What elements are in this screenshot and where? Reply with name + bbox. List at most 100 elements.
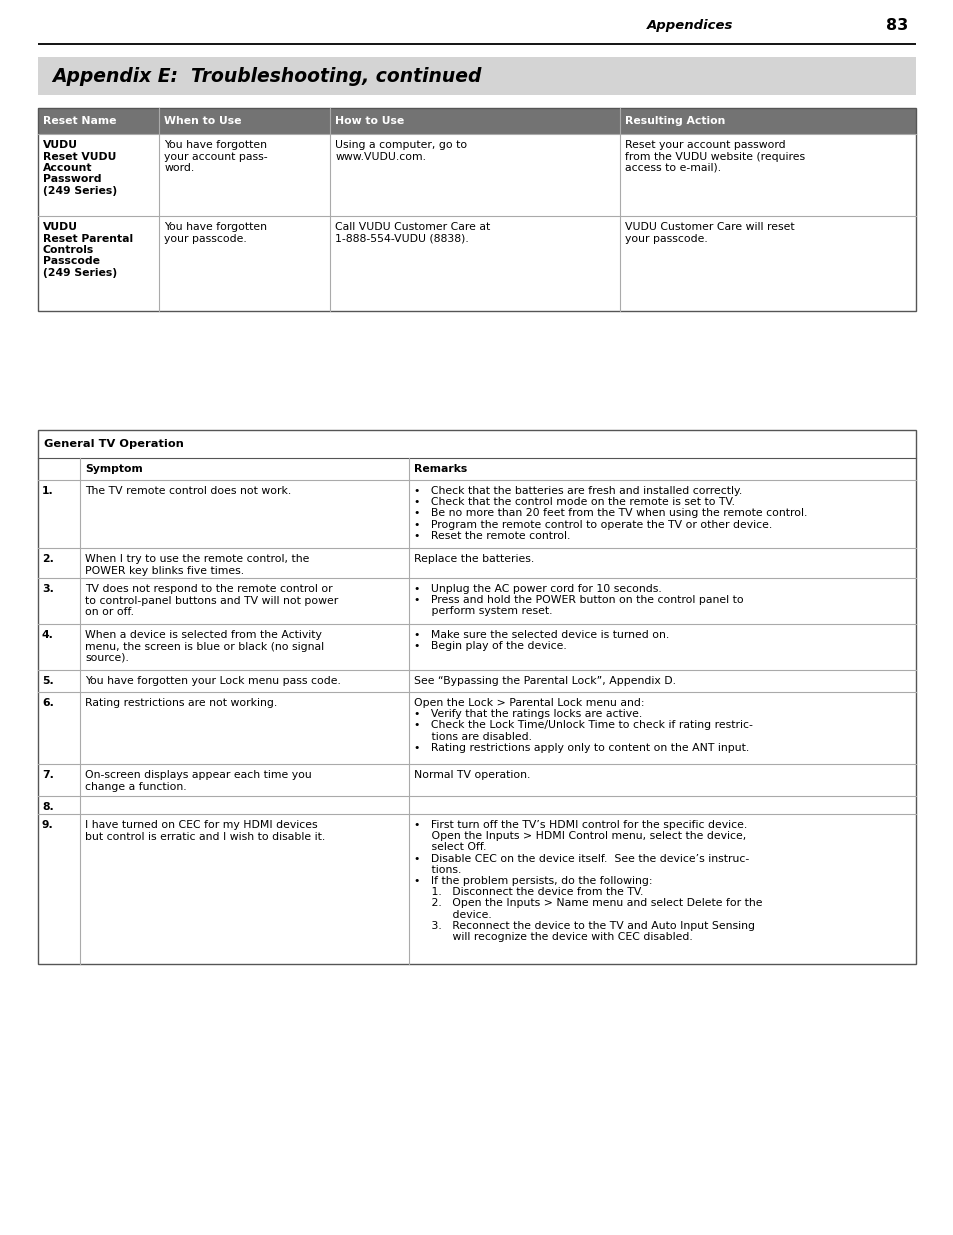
Text: change a function.: change a function.: [85, 782, 187, 792]
Text: to control-panel buttons and TV will not power: to control-panel buttons and TV will not…: [85, 595, 338, 605]
Text: •   First turn off the TV’s HDMI control for the specific device.: • First turn off the TV’s HDMI control f…: [414, 820, 747, 830]
Text: on or off.: on or off.: [85, 606, 134, 618]
Bar: [38, 578, 915, 624]
Text: See “Bypassing the Parental Lock”, Appendix D.: See “Bypassing the Parental Lock”, Appen…: [414, 676, 676, 685]
Text: 7.: 7.: [42, 769, 53, 781]
Text: When a device is selected from the Activity: When a device is selected from the Activ…: [85, 630, 322, 640]
Text: your passcode.: your passcode.: [164, 233, 247, 243]
Text: 83: 83: [884, 19, 907, 33]
Text: 2.   Open the Inputs > Name menu and select Delete for the: 2. Open the Inputs > Name menu and selec…: [414, 898, 762, 909]
Text: 3.   Reconnect the device to the TV and Auto Input Sensing: 3. Reconnect the device to the TV and Au…: [414, 921, 755, 931]
Text: •   Reset the remote control.: • Reset the remote control.: [414, 531, 570, 541]
Text: your account pass-: your account pass-: [164, 152, 268, 162]
Bar: [38, 107, 915, 311]
Bar: [38, 548, 915, 578]
Text: 1.   Disconnect the device from the TV.: 1. Disconnect the device from the TV.: [414, 887, 643, 897]
Text: How to Use: How to Use: [335, 116, 404, 126]
Text: 9.: 9.: [42, 820, 53, 830]
Text: •   Rating restrictions apply only to content on the ANT input.: • Rating restrictions apply only to cont…: [414, 742, 749, 753]
Text: Password: Password: [43, 174, 101, 184]
Text: Reset VUDU: Reset VUDU: [43, 152, 116, 162]
Text: •   Press and hold the POWER button on the control panel to: • Press and hold the POWER button on the…: [414, 595, 743, 605]
Text: tions are disabled.: tions are disabled.: [414, 731, 532, 741]
Text: •   Check that the control mode on the remote is set to TV.: • Check that the control mode on the rem…: [414, 498, 735, 508]
Bar: [38, 814, 915, 965]
Text: •   Unplug the AC power cord for 10 seconds.: • Unplug the AC power cord for 10 second…: [414, 584, 661, 594]
Bar: [38, 458, 915, 480]
Text: •   Program the remote control to operate the TV or other device.: • Program the remote control to operate …: [414, 520, 772, 530]
Text: Reset Name: Reset Name: [43, 116, 116, 126]
Text: Reset your account password: Reset your account password: [624, 140, 785, 149]
Text: Controls: Controls: [43, 245, 94, 254]
Bar: [38, 764, 915, 797]
Text: from the VUDU website (requires: from the VUDU website (requires: [624, 152, 804, 162]
Bar: [38, 135, 915, 216]
Text: •   Check the Lock Time/Unlock Time to check if rating restric-: • Check the Lock Time/Unlock Time to che…: [414, 720, 753, 730]
Text: Open the Inputs > HDMI Control menu, select the device,: Open the Inputs > HDMI Control menu, sel…: [414, 831, 746, 841]
Text: VUDU Customer Care will reset: VUDU Customer Care will reset: [624, 222, 794, 232]
Text: •   Be no more than 20 feet from the TV when using the remote control.: • Be no more than 20 feet from the TV wh…: [414, 509, 807, 519]
Text: 5.: 5.: [42, 676, 53, 685]
Text: Normal TV operation.: Normal TV operation.: [414, 769, 530, 781]
Text: •   Disable CEC on the device itself.  See the device’s instruc-: • Disable CEC on the device itself. See …: [414, 853, 749, 863]
Bar: [38, 216, 915, 311]
Text: •   Verify that the ratings locks are active.: • Verify that the ratings locks are acti…: [414, 709, 642, 719]
Text: You have forgotten: You have forgotten: [164, 222, 267, 232]
Text: (249 Series): (249 Series): [43, 268, 117, 278]
Text: •   Begin play of the device.: • Begin play of the device.: [414, 641, 566, 651]
Text: Reset Parental: Reset Parental: [43, 233, 133, 243]
Text: Resulting Action: Resulting Action: [624, 116, 724, 126]
Text: Symptom: Symptom: [85, 464, 143, 474]
Text: device.: device.: [414, 910, 492, 920]
Text: perform system reset.: perform system reset.: [414, 606, 553, 616]
Bar: [38, 671, 915, 692]
Bar: [38, 480, 915, 548]
Bar: [38, 692, 915, 764]
Text: Replace the batteries.: Replace the batteries.: [414, 555, 534, 564]
Bar: [38, 430, 915, 965]
Text: When to Use: When to Use: [164, 116, 241, 126]
Text: Rating restrictions are not working.: Rating restrictions are not working.: [85, 698, 277, 708]
Text: tions.: tions.: [414, 864, 461, 874]
Text: 1.: 1.: [42, 487, 53, 496]
Bar: [38, 107, 915, 135]
Text: www.VUDU.com.: www.VUDU.com.: [335, 152, 426, 162]
Text: VUDU: VUDU: [43, 222, 78, 232]
Bar: [38, 797, 915, 814]
Text: Appendices: Appendices: [646, 20, 733, 32]
Text: source).: source).: [85, 653, 129, 663]
Text: Call VUDU Customer Care at: Call VUDU Customer Care at: [335, 222, 490, 232]
Text: Passcode: Passcode: [43, 257, 100, 267]
Bar: [38, 430, 915, 458]
Text: The TV remote control does not work.: The TV remote control does not work.: [85, 487, 291, 496]
Bar: [38, 57, 915, 95]
Bar: [38, 624, 915, 671]
Text: General TV Operation: General TV Operation: [44, 438, 184, 450]
Text: I have turned on CEC for my HDMI devices: I have turned on CEC for my HDMI devices: [85, 820, 317, 830]
Text: 4.: 4.: [42, 630, 53, 640]
Text: 2.: 2.: [42, 555, 53, 564]
Text: POWER key blinks five times.: POWER key blinks five times.: [85, 566, 244, 576]
Text: •   Check that the batteries are fresh and installed correctly.: • Check that the batteries are fresh and…: [414, 487, 741, 496]
Text: You have forgotten your Lock menu pass code.: You have forgotten your Lock menu pass c…: [85, 676, 340, 685]
Text: Open the Lock > Parental Lock menu and:: Open the Lock > Parental Lock menu and:: [414, 698, 644, 708]
Text: •   Make sure the selected device is turned on.: • Make sure the selected device is turne…: [414, 630, 669, 640]
Text: 8.: 8.: [42, 802, 53, 811]
Text: will recognize the device with CEC disabled.: will recognize the device with CEC disab…: [414, 932, 693, 942]
Text: Account: Account: [43, 163, 92, 173]
Text: menu, the screen is blue or black (no signal: menu, the screen is blue or black (no si…: [85, 641, 324, 652]
Text: VUDU: VUDU: [43, 140, 78, 149]
Text: (249 Series): (249 Series): [43, 186, 117, 196]
Text: 3.: 3.: [42, 584, 53, 594]
Text: Appendix E:  Troubleshooting, continued: Appendix E: Troubleshooting, continued: [52, 67, 481, 85]
Text: your passcode.: your passcode.: [624, 233, 707, 243]
Text: •   If the problem persists, do the following:: • If the problem persists, do the follow…: [414, 876, 652, 885]
Text: word.: word.: [164, 163, 194, 173]
Text: access to e-mail).: access to e-mail).: [624, 163, 720, 173]
Text: 1-888-554-VUDU (8838).: 1-888-554-VUDU (8838).: [335, 233, 469, 243]
Text: but control is erratic and I wish to disable it.: but control is erratic and I wish to dis…: [85, 831, 325, 841]
Text: TV does not respond to the remote control or: TV does not respond to the remote contro…: [85, 584, 333, 594]
Text: On-screen displays appear each time you: On-screen displays appear each time you: [85, 769, 312, 781]
Text: You have forgotten: You have forgotten: [164, 140, 267, 149]
Text: Using a computer, go to: Using a computer, go to: [335, 140, 467, 149]
